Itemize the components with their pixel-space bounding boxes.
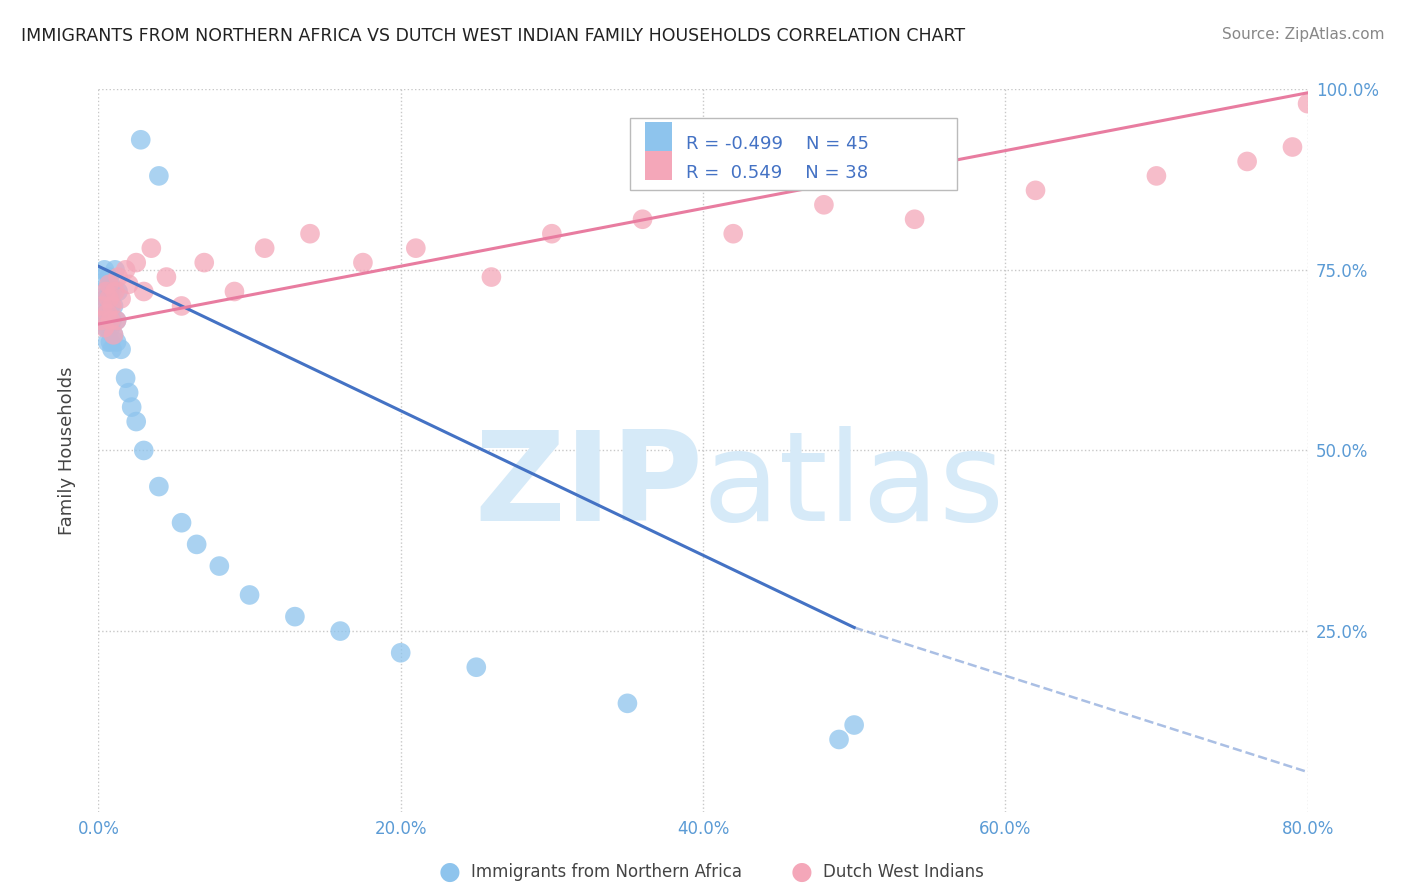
Point — [94, 292, 117, 306]
Point — [118, 385, 141, 400]
Point — [389, 646, 412, 660]
Point — [208, 559, 231, 574]
Point — [101, 299, 124, 313]
Point — [91, 270, 114, 285]
Point — [616, 696, 638, 710]
Point — [329, 624, 352, 639]
Point — [132, 443, 155, 458]
Point — [93, 262, 115, 277]
Point — [1236, 154, 1258, 169]
Point — [1281, 140, 1303, 154]
Point — [405, 241, 427, 255]
Point — [110, 343, 132, 357]
Point — [103, 327, 125, 342]
Point — [93, 320, 115, 334]
Point — [125, 255, 148, 269]
Point — [94, 285, 117, 299]
Point — [540, 227, 562, 241]
Text: Dutch West Indians: Dutch West Indians — [823, 863, 983, 881]
Point — [186, 537, 208, 551]
Text: R = -0.499    N = 45: R = -0.499 N = 45 — [686, 135, 869, 153]
Text: ●: ● — [790, 861, 813, 884]
Point — [141, 241, 163, 255]
Point — [1296, 96, 1319, 111]
Point — [103, 327, 125, 342]
Point — [94, 306, 117, 320]
Bar — [645, 151, 672, 179]
Point — [96, 306, 118, 320]
Point — [723, 227, 745, 241]
Point — [481, 270, 503, 285]
Point — [98, 292, 121, 306]
Point — [114, 262, 136, 277]
Text: Immigrants from Northern Africa: Immigrants from Northern Africa — [471, 863, 742, 881]
Point — [98, 270, 121, 285]
Point — [1024, 183, 1046, 197]
Point — [904, 212, 927, 227]
Point — [844, 718, 866, 732]
Point — [105, 313, 128, 327]
Point — [100, 334, 122, 349]
Point — [96, 334, 118, 349]
Point — [284, 609, 307, 624]
Point — [239, 588, 262, 602]
Point — [110, 292, 132, 306]
Point — [631, 212, 654, 227]
Point — [105, 313, 128, 327]
Point — [98, 313, 121, 327]
Point — [118, 277, 141, 292]
Point — [90, 313, 112, 327]
Text: Source: ZipAtlas.com: Source: ZipAtlas.com — [1222, 27, 1385, 42]
Point — [96, 306, 118, 320]
Point — [107, 285, 129, 299]
Point — [170, 299, 193, 313]
Point — [132, 285, 155, 299]
Point — [1144, 169, 1167, 183]
Point — [224, 285, 246, 299]
Point — [100, 313, 122, 327]
Point — [100, 277, 122, 292]
Point — [101, 313, 124, 327]
Point — [98, 285, 121, 299]
Point — [121, 400, 143, 414]
Point — [103, 299, 125, 313]
Bar — [645, 122, 672, 151]
Point — [91, 285, 114, 299]
Point — [465, 660, 488, 674]
Point — [96, 320, 118, 334]
Point — [148, 169, 170, 183]
Point — [105, 334, 128, 349]
Point — [90, 313, 112, 327]
Point — [100, 299, 122, 313]
Point — [101, 343, 124, 357]
Point — [91, 299, 114, 313]
Point — [104, 262, 127, 277]
Point — [193, 255, 215, 269]
Point — [107, 270, 129, 285]
Text: ZIP: ZIP — [474, 426, 703, 547]
Text: IMMIGRANTS FROM NORTHERN AFRICA VS DUTCH WEST INDIAN FAMILY HOUSEHOLDS CORRELATI: IMMIGRANTS FROM NORTHERN AFRICA VS DUTCH… — [21, 27, 965, 45]
Point — [125, 415, 148, 429]
Point — [100, 320, 122, 334]
Point — [813, 198, 835, 212]
Point — [299, 227, 322, 241]
Point — [253, 241, 276, 255]
Point — [129, 133, 152, 147]
Point — [94, 320, 117, 334]
Point — [148, 480, 170, 494]
Point — [101, 285, 124, 299]
Y-axis label: Family Households: Family Households — [58, 367, 76, 534]
Text: atlas: atlas — [703, 426, 1005, 547]
Text: ●: ● — [439, 861, 461, 884]
Point — [828, 732, 851, 747]
Point — [93, 299, 115, 313]
Point — [155, 270, 177, 285]
Point — [114, 371, 136, 385]
Bar — [630, 118, 957, 190]
Point — [104, 285, 127, 299]
Text: R =  0.549    N = 38: R = 0.549 N = 38 — [686, 164, 868, 182]
Point — [98, 277, 121, 292]
Point — [352, 255, 374, 269]
Point — [170, 516, 193, 530]
